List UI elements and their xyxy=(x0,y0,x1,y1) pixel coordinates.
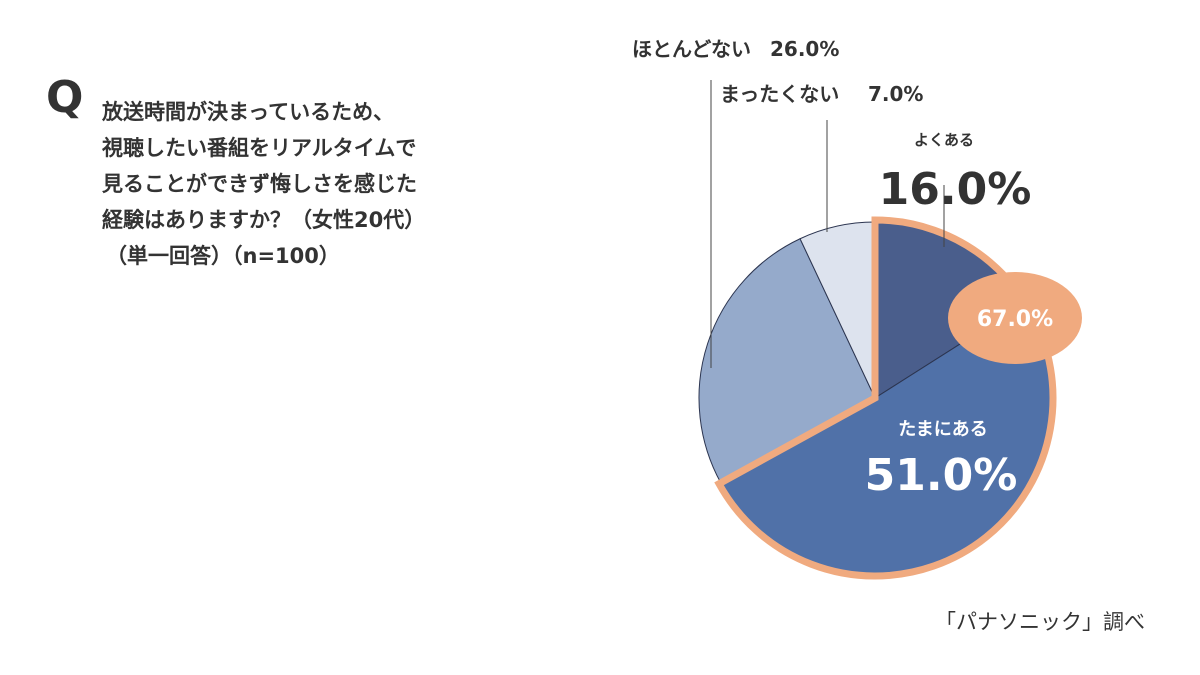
question-line-4: 経験はありますか？（女性20代） xyxy=(102,208,426,232)
highlight-outline-path xyxy=(714,216,1057,580)
total-badge-value: 67.0% xyxy=(977,307,1053,332)
question-line-1: 放送時間が決まっているため、 xyxy=(102,100,395,124)
leader-lines xyxy=(710,80,945,368)
slice-label-often: よくある xyxy=(914,131,974,149)
source-credit: 「パナソニック」調べ xyxy=(935,610,1145,634)
slice-value-sometimes: 51.0% xyxy=(865,450,1018,501)
slice-labels: よくある 16.0% たまにある 51.0% ほとんどない 26.0% まったくない 7.0%… xyxy=(632,37,1082,501)
slice-label-sometimes: たまにある xyxy=(898,419,987,440)
question-line-3: 見ることができず悔しさを感じた xyxy=(102,172,417,196)
slice-label-rarely: ほとんどない xyxy=(632,37,751,61)
slice-value-never: 7.0% xyxy=(868,82,923,106)
slice-value-rarely: 26.0% xyxy=(770,37,839,61)
total-badge xyxy=(948,272,1082,364)
question-line-5: （単一回答）（n=100） xyxy=(106,244,340,268)
slice-value-often: 16.0% xyxy=(879,164,1032,215)
slice-label-never: まったくない xyxy=(720,82,839,106)
highlight-outline xyxy=(714,216,1057,580)
question-line-2: 視聴したい番組をリアルタイムで xyxy=(102,136,417,160)
question-text: 放送時間が決まっているため、 視聴したい番組をリアルタイムで 見ることができず悔… xyxy=(102,94,482,274)
question-mark: Q xyxy=(46,72,84,123)
